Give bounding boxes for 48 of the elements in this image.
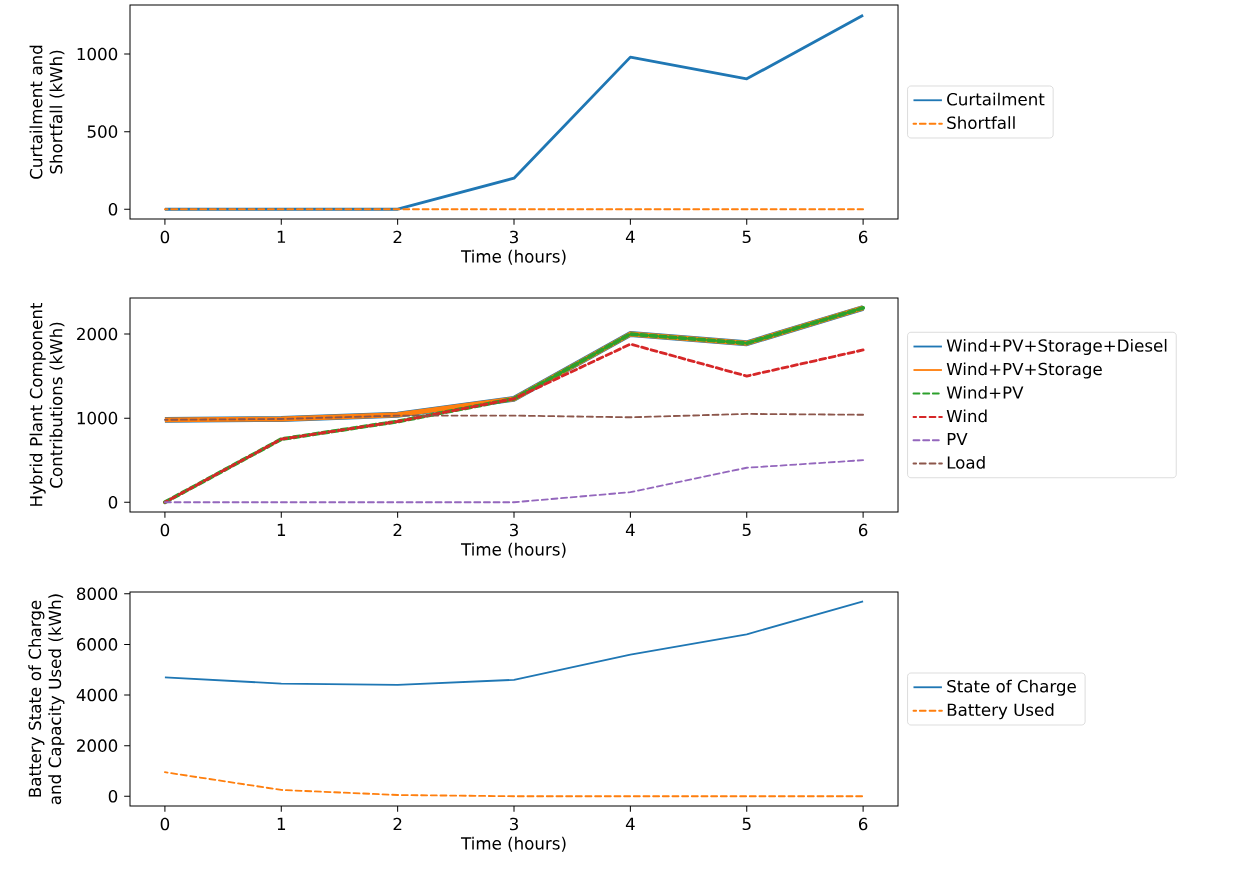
legend-label: PV [947, 432, 968, 446]
legend-label: Shortfall [947, 116, 1015, 130]
y-axis-title: Hybrid Plant Component Contributions (kWh) [29, 302, 65, 506]
x-tick-label: 1 [277, 523, 286, 536]
y-tick-label: 1000 [77, 47, 118, 61]
y-tick-label: 8000 [76, 587, 118, 601]
y-tick-label: 1000 [77, 411, 118, 425]
legend-label: Wind+PV [946, 385, 1024, 399]
x-tick-label: 5 [742, 817, 751, 831]
y-axis-title: Curtailment and Shortfall (kWh) [29, 45, 65, 179]
x-tick-label: 0 [160, 523, 170, 537]
x-tick-label: 2 [393, 817, 402, 831]
y-tick-label: 6000 [77, 638, 118, 651]
legend-label: Wind+PV+Storage [946, 362, 1102, 379]
x-axis-title: Time (hours) [460, 542, 566, 558]
legend-label: Load [947, 455, 985, 469]
x-tick-label: 3 [509, 817, 518, 831]
legend-label: Curtailment [947, 92, 1045, 106]
x-tick-label: 3 [509, 230, 518, 244]
x-axis-title: Time (hours) [460, 836, 566, 852]
x-tick-label: 2 [393, 523, 402, 537]
y-tick-label: 0 [108, 495, 118, 509]
x-tick-label: 4 [625, 817, 635, 830]
y-axis-title: Battery State of Charge and Capacity Used (kWh) [28, 594, 65, 805]
y-tick-label: 500 [87, 125, 118, 138]
x-axis-title: Time (hours) [460, 249, 566, 265]
x-tick-label: 4 [625, 523, 635, 536]
x-tick-label: 1 [277, 230, 286, 243]
y-tick-label: 0 [108, 789, 118, 803]
x-tick-label: 6 [858, 817, 868, 831]
x-tick-label: 2 [393, 230, 402, 244]
x-tick-label: 0 [160, 817, 170, 831]
x-tick-label: 4 [625, 230, 635, 243]
y-tick-label: 2000 [77, 327, 118, 341]
legend-label: State of Charge [947, 679, 1076, 696]
x-tick-label: 0 [160, 230, 170, 244]
x-tick-label: 5 [742, 523, 751, 537]
y-tick-label: 2000 [77, 739, 118, 752]
legend-label: Wind [946, 409, 987, 423]
legend-label: Wind+PV+Storage+Diesel [946, 338, 1167, 356]
x-tick-label: 6 [858, 230, 868, 244]
y-tick-label: 0 [108, 202, 118, 216]
x-tick-label: 1 [277, 817, 286, 830]
x-tick-label: 5 [742, 230, 751, 244]
x-tick-label: 6 [858, 523, 868, 537]
x-tick-label: 3 [509, 523, 518, 537]
legend-label: Battery Used [947, 703, 1054, 720]
y-tick-label: 4000 [76, 688, 118, 702]
